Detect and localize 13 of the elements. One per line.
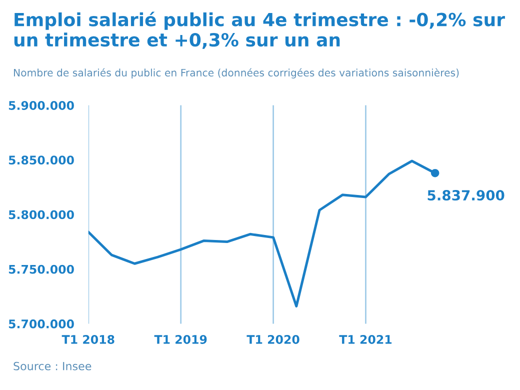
x-tick-label: T1 2018 <box>62 335 114 344</box>
data-label: 5.837.900 <box>428 190 504 201</box>
x-tick-label: T1 2021 <box>339 335 392 344</box>
source-note: Source : Insee <box>14 362 92 370</box>
x-tick-label: T1 2020 <box>246 335 300 344</box>
y-tick-label: 5.900.000 <box>8 101 74 110</box>
y-tick-label: 5.750.000 <box>8 264 74 274</box>
chart-title: Emploi salarié public au 4e trimestre : -0,2% sur un trimestre et +0,3% sur un an <box>14 12 505 49</box>
chart-subtitle: Nombre de salariés du public en France (données corrigées des variations saisonnières) <box>14 68 459 78</box>
y-tick-label: 5.700.000 <box>8 319 74 328</box>
y-tick-label: 5.850.000 <box>8 156 74 165</box>
x-tick-label: T1 2019 <box>154 335 207 344</box>
y-tick-label: 5.800.000 <box>8 210 74 220</box>
